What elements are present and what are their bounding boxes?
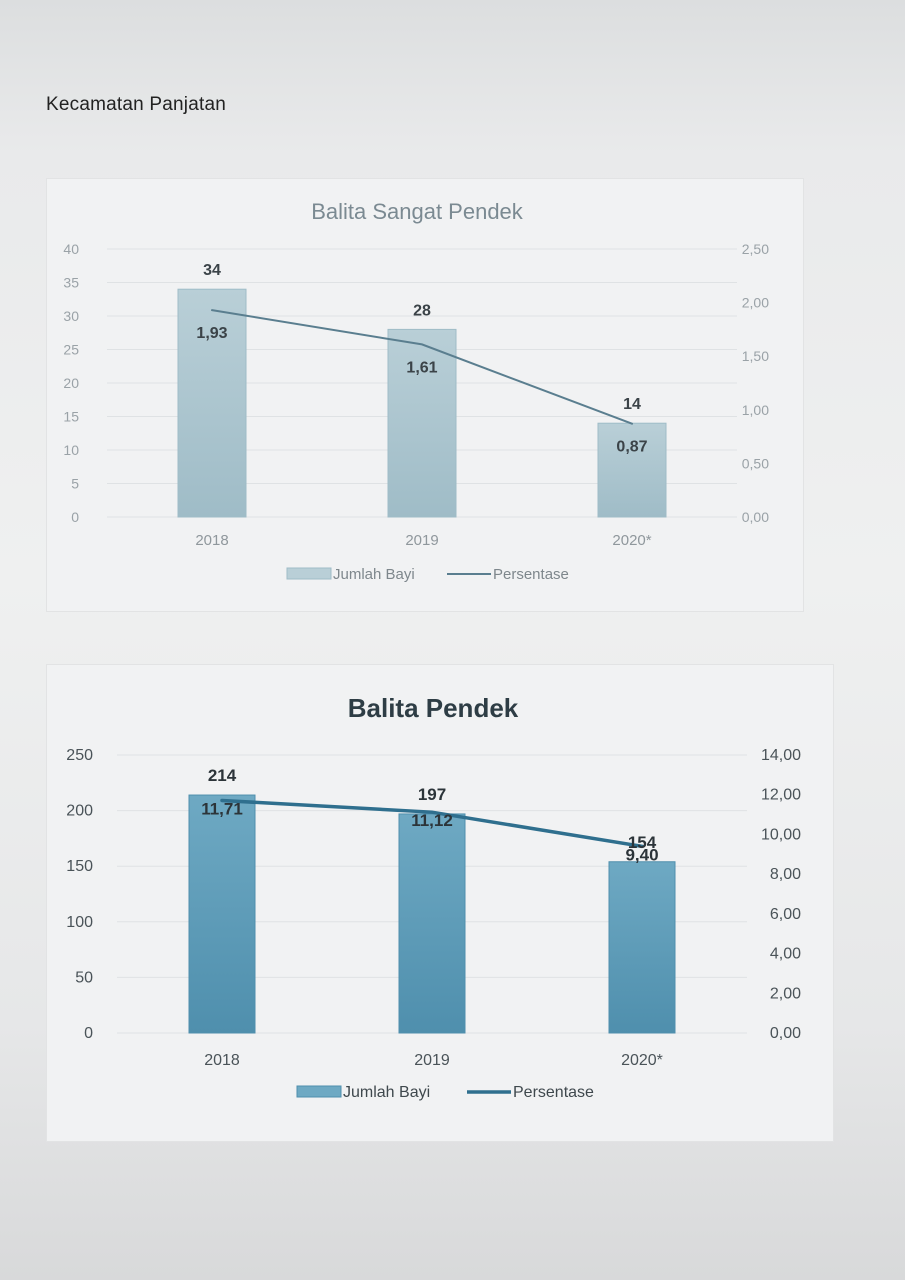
left-axis-tick-label: 35 (63, 275, 79, 291)
line-value-label: 1,93 (196, 325, 227, 342)
left-axis-tick-label: 0 (71, 509, 79, 525)
left-axis-tick-label: 100 (66, 914, 93, 931)
bar-value-label: 28 (413, 302, 431, 319)
right-axis-tick-label: 2,50 (742, 241, 769, 257)
bar-value-label: 214 (208, 766, 237, 785)
chart-balita-pendek: Balita Pendek 0 50 100 150 200 250 0,00 2,00 4,00… (46, 664, 834, 1142)
legend-swatch-jumlah-bayi (286, 567, 332, 580)
left-axis-tick-label: 40 (63, 241, 79, 257)
category-label: 2020* (612, 532, 651, 549)
left-axis-tick-label: 10 (63, 442, 79, 458)
right-axis-tick-label: 1,00 (742, 402, 769, 418)
bar-value-label: 197 (418, 785, 446, 804)
category-label: 2018 (195, 532, 228, 549)
bar-value-label: 34 (203, 262, 221, 279)
right-axis-tick-label: 2,00 (770, 985, 801, 1002)
legend-label-jumlah-bayi: Jumlah Bayi (343, 1084, 430, 1101)
right-axis-tick-label: 0,50 (742, 455, 769, 471)
bar-jumlah-bayi-2020 (608, 861, 676, 1034)
left-axis-tick-label: 25 (63, 342, 79, 358)
chart-balita-sangat-pendek: Balita Sangat Pendek 0 5 10 15 20 25 30 35 40 0,00… (46, 178, 804, 612)
right-axis-tick-label: 6,00 (770, 906, 801, 923)
category-label: 2018 (204, 1052, 240, 1069)
left-axis-tick-label: 50 (75, 969, 93, 986)
category-label: 2020* (621, 1052, 663, 1069)
left-axis-tick-label: 250 (66, 747, 93, 764)
right-axis-tick-label: 4,00 (770, 946, 801, 963)
left-axis-tick-label: 0 (84, 1025, 93, 1042)
line-persentase (211, 309, 633, 425)
right-axis-tick-label: 12,00 (761, 787, 801, 804)
line-value-label: 1,61 (406, 359, 437, 376)
line-value-label: 11,12 (411, 811, 453, 830)
chart-title: Balita Sangat Pendek (311, 199, 524, 224)
right-axis-tick-label: 0,00 (742, 509, 769, 525)
bar-jumlah-bayi-2018 (177, 288, 247, 518)
right-axis-tick-label: 2,00 (742, 295, 769, 311)
line-value-label: 11,71 (201, 799, 243, 818)
right-axis-tick-label: 1,50 (742, 348, 769, 364)
right-axis-tick-label: 14,00 (761, 747, 801, 764)
left-axis-tick-label: 150 (66, 858, 93, 875)
right-axis-tick-label: 8,00 (770, 866, 801, 883)
category-label: 2019 (405, 532, 438, 549)
bar-jumlah-bayi-2018 (188, 794, 256, 1034)
legend-label-persentase: Persentase (493, 566, 569, 583)
right-axis-tick-label: 0,00 (770, 1025, 801, 1042)
left-axis-tick-label: 30 (63, 308, 79, 324)
chart-title: Balita Pendek (348, 693, 519, 723)
line-persentase (220, 798, 644, 849)
left-axis-tick-label: 20 (63, 375, 79, 391)
chart-svg-balita-sangat-pendek: Balita Sangat Pendek 0 5 10 15 20 25 30 35 40 0,00… (63, 199, 769, 583)
bar-jumlah-bayi-2019 (387, 328, 457, 518)
bar-value-label: 154 (628, 833, 657, 852)
line-value-label: 9,40 (625, 845, 658, 864)
left-axis-tick-label: 15 (63, 409, 79, 425)
legend-swatch-jumlah-bayi (296, 1085, 342, 1098)
legend-label-jumlah-bayi: Jumlah Bayi (333, 566, 415, 583)
left-axis-tick-label: 5 (71, 476, 79, 492)
page-heading: Kecamatan Panjatan (46, 94, 226, 115)
chart-svg-balita-pendek: Balita Pendek 0 50 100 150 200 250 0,00 2,00 4,00… (66, 693, 801, 1101)
right-axis-tick-label: 10,00 (761, 826, 801, 843)
bar-jumlah-bayi-2020 (597, 422, 667, 518)
bar-jumlah-bayi-2019 (398, 813, 466, 1034)
category-label: 2019 (414, 1052, 450, 1069)
bar-value-label: 14 (623, 396, 641, 413)
line-value-label: 0,87 (616, 439, 647, 456)
left-axis-tick-label: 200 (66, 803, 93, 820)
legend-label-persentase: Persentase (513, 1084, 594, 1101)
